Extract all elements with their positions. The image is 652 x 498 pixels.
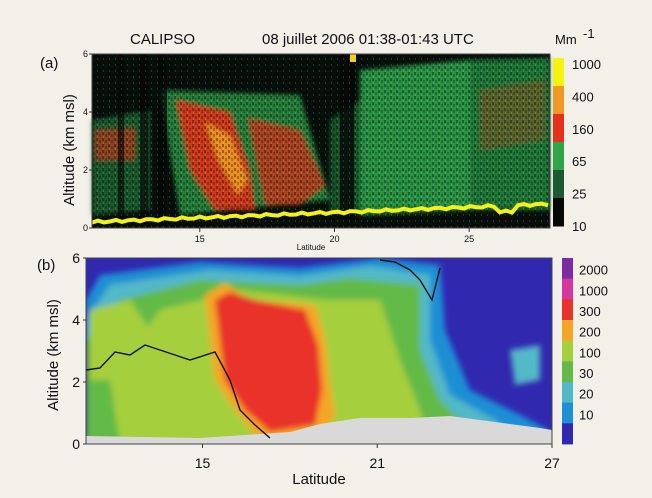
colorbar-tick-label: 10 xyxy=(579,407,593,422)
panel-b-xlabel: Latitude xyxy=(292,471,345,488)
colorbar-swatch xyxy=(553,198,564,227)
panel-b-terrain xyxy=(86,416,552,444)
colorbar-tick-label: 10 xyxy=(572,219,586,234)
panel-a-colorbar: 1000 400 160 65 25 10 xyxy=(553,57,601,234)
y-tick-label: 6 xyxy=(72,250,80,266)
colorbar-swatch xyxy=(562,340,573,362)
plot-frame xyxy=(91,53,551,229)
panel-b: (b) Altitude (km msl) xyxy=(37,250,608,488)
y-tick-label: 0 xyxy=(72,436,80,452)
colorbar-tick-label: 1000 xyxy=(579,283,608,298)
colorbar-tick-label: 400 xyxy=(572,89,594,104)
colorbar-swatch xyxy=(562,361,573,383)
y-tick-label: 6 xyxy=(83,49,88,59)
colorbar-swatch xyxy=(553,86,564,115)
panel-b-colorbar: 2000 1000 300 200 100 30 20 10 xyxy=(562,258,608,445)
colorbar-swatch xyxy=(562,382,573,404)
panel-a-label: (a) xyxy=(40,55,58,72)
y-tick-label: 2 xyxy=(83,165,88,175)
y-tick-label: 2 xyxy=(72,374,80,390)
colorbar-tick-label: 300 xyxy=(579,304,601,319)
x-tick-label: 25 xyxy=(464,234,474,244)
panel-a-top-spot xyxy=(350,54,356,62)
colorbar-swatch xyxy=(553,142,564,171)
panel-b-plot xyxy=(86,258,552,444)
panel-b-boundary-line-top xyxy=(379,259,441,302)
panel-a-plot xyxy=(91,54,550,228)
panel-a-title-left: CALIPSO xyxy=(130,31,195,48)
x-tick-label: 15 xyxy=(195,234,205,244)
colorbar-tick-label: 200 xyxy=(579,325,601,340)
colorbar-tick-label: 2000 xyxy=(579,263,608,278)
colorbar-swatch xyxy=(553,170,564,199)
panel-b-label: (b) xyxy=(37,257,55,274)
panel-b-boundary-line xyxy=(86,344,271,439)
y-tick-label: 0 xyxy=(83,223,88,233)
colorbar-tick-label: 25 xyxy=(572,187,586,202)
panel-a-axes: 15 20 25 0 2 4 6 Latitude xyxy=(83,49,551,252)
y-tick-label: 4 xyxy=(72,312,80,328)
panel-a-xlabel: Latitude xyxy=(297,243,326,252)
panel-a-title-right: 08 juillet 2006 01:38-01:43 UTC xyxy=(262,31,474,48)
colorbar-tick-label: 160 xyxy=(572,122,594,137)
colorbar-swatch xyxy=(562,320,573,342)
colorbar-swatch xyxy=(562,423,573,445)
panel-a: CALIPSO 08 juillet 2006 01:38-01:43 UTC … xyxy=(40,26,601,252)
colorbar-tick-label: 100 xyxy=(579,345,601,360)
colorbar-swatch xyxy=(562,258,573,280)
colorbar-swatch xyxy=(553,58,564,87)
colorbar-swatch xyxy=(562,278,573,300)
colorbar-swatch xyxy=(562,402,573,424)
panel-a-ground-line xyxy=(91,201,549,225)
colorbar-tick-label: 20 xyxy=(579,387,593,402)
panel-a-texture xyxy=(92,54,550,228)
colorbar-tick-label: 30 xyxy=(579,366,593,381)
x-tick-label: 27 xyxy=(544,455,560,471)
y-tick-label: 4 xyxy=(83,107,88,117)
x-tick-label: 20 xyxy=(329,234,339,244)
panel-b-axes: 15 21 27 0 2 4 6 xyxy=(72,250,560,471)
colorbar-tick-label: 65 xyxy=(572,154,586,169)
panel-a-colorbar-exponent: -1 xyxy=(583,26,595,41)
colorbar-tick-label: 1000 xyxy=(572,57,601,72)
colorbar-swatch xyxy=(562,299,573,321)
panel-b-ylabel: Altitude (km msl) xyxy=(45,299,62,411)
x-tick-label: 15 xyxy=(195,455,211,471)
panel-a-colorbar-unit: Mm xyxy=(555,32,577,47)
colorbar-swatch xyxy=(553,114,564,143)
plot-frame xyxy=(85,257,553,445)
panel-a-ylabel: Altitude (km msl) xyxy=(61,94,78,206)
x-tick-label: 21 xyxy=(369,455,385,471)
